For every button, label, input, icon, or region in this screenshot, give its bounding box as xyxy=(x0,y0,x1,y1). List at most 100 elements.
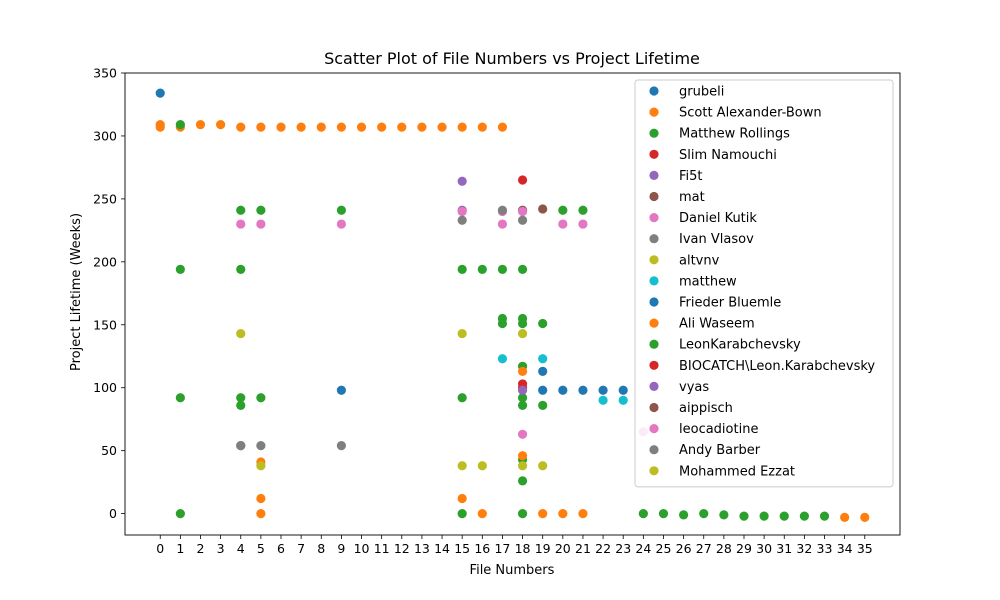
x-tick-label: 0 xyxy=(156,541,164,556)
data-point xyxy=(598,395,608,405)
x-tick-label: 18 xyxy=(515,541,531,556)
data-point xyxy=(236,264,246,274)
x-tick-label: 30 xyxy=(756,541,772,556)
legend-label: Slim Namouchi xyxy=(679,148,777,163)
data-point xyxy=(155,88,165,98)
series-vyas xyxy=(517,385,528,395)
legend-marker xyxy=(649,86,659,96)
x-tick-label: 33 xyxy=(817,541,833,556)
data-point xyxy=(538,204,548,214)
x-tick-label: 7 xyxy=(297,541,305,556)
data-point xyxy=(719,510,729,520)
legend-marker xyxy=(649,191,659,202)
series-ali-waseem xyxy=(256,366,870,522)
y-axis-label: Project Lifetime (Weeks) xyxy=(69,213,84,371)
data-point xyxy=(236,205,246,215)
legend-marker xyxy=(649,255,659,265)
data-point xyxy=(236,400,246,410)
y-tick-label: 350 xyxy=(93,66,117,81)
data-point xyxy=(477,508,487,519)
data-point xyxy=(497,122,508,132)
x-tick-label: 21 xyxy=(575,541,591,556)
x-tick-label: 16 xyxy=(474,541,490,556)
y-tick-label: 250 xyxy=(93,191,117,206)
legend-label: LeonKarabchevsky xyxy=(679,338,801,353)
data-point xyxy=(457,176,467,186)
data-point xyxy=(558,205,568,215)
data-point xyxy=(538,318,548,329)
data-point xyxy=(538,461,548,471)
x-tick-label: 13 xyxy=(414,541,430,556)
series-leonkarabchevsky xyxy=(638,508,830,521)
data-point xyxy=(739,511,749,521)
data-point xyxy=(558,219,568,229)
data-point xyxy=(457,461,467,471)
legend-label: aippisch xyxy=(679,401,733,416)
data-point xyxy=(799,511,809,521)
legend-label: Mohammed Ezzat xyxy=(679,464,795,479)
series-matthew xyxy=(497,354,628,405)
data-point xyxy=(517,461,528,471)
data-point xyxy=(578,205,588,215)
x-tick-label: 11 xyxy=(374,541,390,556)
data-point xyxy=(578,508,588,519)
legend: grubeli Scott Alexander-Bown Matthew Rolli… xyxy=(634,79,894,488)
legend-label: leocadiotine xyxy=(679,422,758,437)
data-point xyxy=(377,122,387,132)
x-tick-label: 25 xyxy=(656,541,672,556)
x-tick-label: 29 xyxy=(736,541,752,556)
legend-label: matthew xyxy=(679,274,737,289)
data-point xyxy=(517,429,528,439)
legend-marker xyxy=(649,381,659,391)
data-point xyxy=(256,205,266,215)
x-tick-label: 20 xyxy=(555,541,571,556)
data-point xyxy=(538,366,548,376)
data-point xyxy=(517,393,528,403)
data-point xyxy=(517,328,528,339)
legend-label: Daniel Kutik xyxy=(679,211,757,226)
data-point xyxy=(256,461,266,471)
data-point xyxy=(457,122,467,132)
data-point xyxy=(236,441,246,451)
legend-label: Matthew Rollings xyxy=(679,127,790,142)
data-point xyxy=(296,122,306,132)
data-point xyxy=(155,122,165,132)
series-altvnv xyxy=(236,328,528,339)
legend-marker xyxy=(649,360,659,370)
x-tick-label: 10 xyxy=(354,541,370,556)
data-point xyxy=(618,385,628,395)
data-point xyxy=(236,328,246,339)
data-point xyxy=(638,508,648,519)
data-point xyxy=(216,120,226,130)
data-point xyxy=(538,354,548,364)
data-point xyxy=(256,219,266,229)
x-tick-label: 4 xyxy=(237,541,245,556)
legend-marker xyxy=(649,213,659,223)
data-point xyxy=(517,451,528,461)
data-point xyxy=(497,318,508,329)
data-point xyxy=(517,366,528,376)
data-point xyxy=(658,508,669,519)
x-tick-label: 19 xyxy=(535,541,551,556)
data-point xyxy=(397,122,407,132)
x-tick-label: 6 xyxy=(277,541,285,556)
x-tick-label: 5 xyxy=(257,541,265,556)
legend-label: altvnv xyxy=(679,253,720,268)
x-tick-label: 31 xyxy=(776,541,792,556)
x-tick-label: 2 xyxy=(197,541,205,556)
legend-label: vyas xyxy=(679,380,709,395)
legend-label: Frieder Bluemle xyxy=(679,296,781,311)
data-point xyxy=(417,122,427,132)
legend-marker xyxy=(649,149,659,159)
legend-marker xyxy=(649,339,659,349)
data-point xyxy=(457,264,467,274)
data-point xyxy=(497,264,508,274)
legend-label: Scott Alexander-Bown xyxy=(679,106,822,121)
data-point xyxy=(840,512,850,522)
legend-label: Andy Barber xyxy=(679,443,761,458)
series-andy-barber xyxy=(236,441,346,451)
data-point xyxy=(175,393,185,403)
data-point xyxy=(175,508,185,519)
data-point xyxy=(779,511,789,521)
